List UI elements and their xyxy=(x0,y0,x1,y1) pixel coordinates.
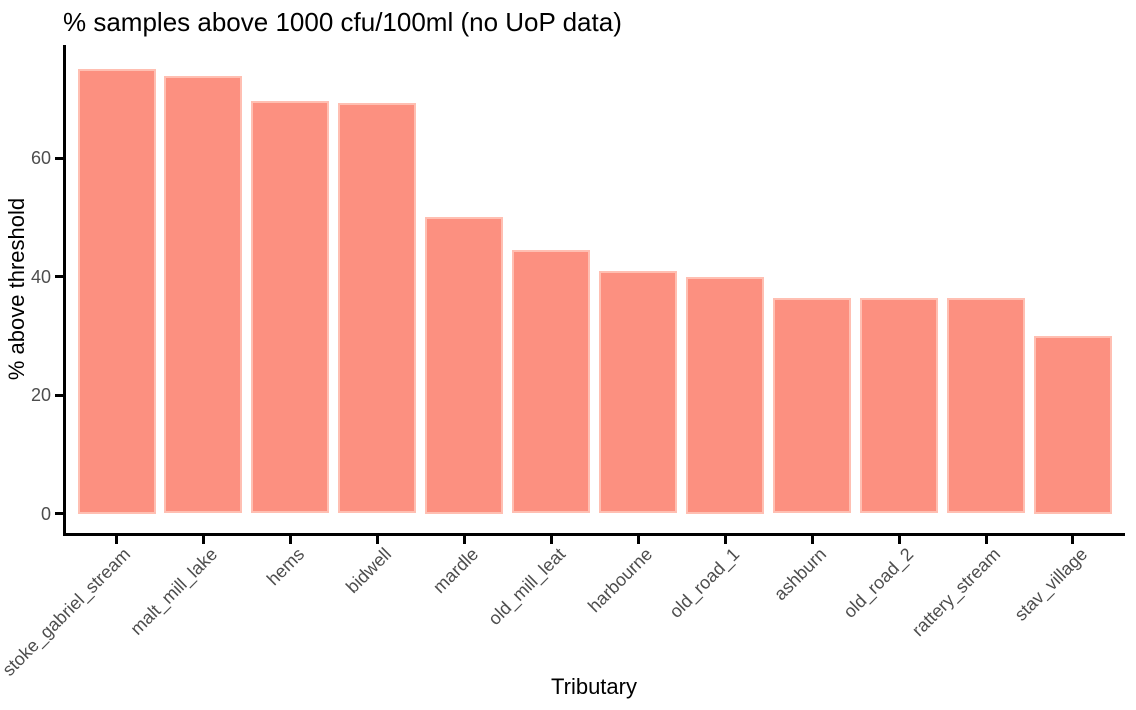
bar-hems xyxy=(251,100,330,514)
bar-rattery_stream xyxy=(947,298,1025,514)
bar-ashburn xyxy=(773,298,852,514)
chart-title: % samples above 1000 cfu/100ml (no UoP d… xyxy=(63,7,622,37)
x-tick-label-harbourne: harbourne xyxy=(584,544,657,617)
x-tick-mark xyxy=(462,536,466,544)
x-tick-mark xyxy=(984,536,988,544)
y-tick-mark xyxy=(55,156,63,160)
x-tick-mark xyxy=(897,536,901,544)
plot-area xyxy=(63,45,1125,536)
x-tick-label-old_road_1: old_road_1 xyxy=(665,544,744,622)
y-tick-mark xyxy=(55,393,63,397)
bar-stoke_gabriel_stream xyxy=(77,69,156,514)
x-tick-mark xyxy=(636,536,640,544)
y-tick-label: 20 xyxy=(30,385,51,405)
x-tick-mark xyxy=(201,536,205,544)
bar-old_road_2 xyxy=(860,298,939,514)
x-tick-label-rattery_stream: rattery_stream xyxy=(907,544,1005,641)
x-tick-mark xyxy=(810,536,814,544)
y-tick-label: 0 xyxy=(40,503,51,524)
x-tick-mark xyxy=(115,536,118,544)
x-tick-label-stav_village: stav_village xyxy=(1010,544,1092,625)
x-tick-mark xyxy=(723,536,727,544)
bar-old_road_1 xyxy=(686,276,765,514)
x-tick-label-hems: hems xyxy=(263,544,309,590)
bar-bidwell xyxy=(338,102,417,514)
x-tick-label-mardle: mardle xyxy=(429,544,483,598)
bar-harbourne xyxy=(599,271,678,514)
x-axis-title: Tributary xyxy=(551,674,637,699)
x-tick-mark xyxy=(288,536,292,544)
x-tick-label-malt_mill_lake: malt_mill_lake xyxy=(126,544,222,639)
bar-mardle xyxy=(425,217,504,514)
y-tick-label: 40 xyxy=(30,266,51,287)
x-tick-label-ashburn: ashburn xyxy=(770,544,831,605)
y-tick-label: 60 xyxy=(30,148,51,168)
bar-old_mill_leat xyxy=(512,250,591,514)
y-tick-mark xyxy=(55,275,63,278)
bar-malt_mill_lake xyxy=(164,75,243,514)
x-tick-label-old_mill_leat: old_mill_leat xyxy=(484,544,570,629)
x-tick-mark xyxy=(549,536,553,544)
y-axis-title: % above threshold xyxy=(4,197,29,381)
bar-stav_village xyxy=(1033,335,1112,514)
y-tick-mark xyxy=(55,512,63,515)
x-tick-mark xyxy=(375,536,379,544)
x-tick-label-bidwell: bidwell xyxy=(342,544,396,598)
x-tick-label-old_road_2: old_road_2 xyxy=(839,544,918,622)
x-tick-label-stoke_gabriel_stream: stoke_gabriel_stream xyxy=(0,544,135,680)
x-tick-mark xyxy=(1071,536,1075,544)
